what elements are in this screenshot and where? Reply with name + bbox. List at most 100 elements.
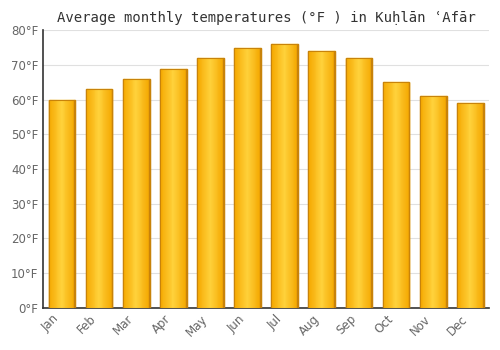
Bar bbox=[258, 48, 259, 308]
Bar bbox=[365, 58, 366, 308]
Bar bbox=[468, 103, 469, 308]
Bar bbox=[445, 96, 446, 308]
Bar bbox=[316, 51, 318, 308]
Bar bbox=[312, 51, 313, 308]
Bar bbox=[280, 44, 281, 308]
Bar bbox=[320, 51, 321, 308]
Bar bbox=[404, 82, 405, 308]
Bar bbox=[86, 89, 88, 308]
Bar bbox=[48, 100, 50, 308]
Bar bbox=[207, 58, 208, 308]
Bar bbox=[248, 48, 250, 308]
Bar bbox=[210, 58, 212, 308]
Bar bbox=[362, 58, 364, 308]
Bar bbox=[182, 69, 183, 308]
Bar bbox=[437, 96, 438, 308]
Bar bbox=[58, 100, 59, 308]
Bar bbox=[204, 58, 205, 308]
Bar bbox=[327, 51, 328, 308]
Bar bbox=[346, 58, 372, 308]
Bar bbox=[212, 58, 213, 308]
Bar bbox=[473, 103, 474, 308]
Bar bbox=[123, 79, 150, 308]
Bar bbox=[101, 89, 102, 308]
Bar bbox=[72, 100, 74, 308]
Bar bbox=[170, 69, 172, 308]
Bar bbox=[349, 58, 350, 308]
Bar bbox=[202, 58, 203, 308]
Bar bbox=[55, 100, 56, 308]
Bar bbox=[92, 89, 93, 308]
Bar bbox=[430, 96, 432, 308]
Bar bbox=[62, 100, 63, 308]
Bar bbox=[291, 44, 292, 308]
Bar bbox=[110, 89, 112, 308]
Bar bbox=[147, 79, 148, 308]
Bar bbox=[352, 58, 354, 308]
Bar bbox=[246, 48, 248, 308]
Bar bbox=[140, 79, 141, 308]
Bar bbox=[54, 100, 55, 308]
Bar bbox=[434, 96, 435, 308]
Bar bbox=[332, 51, 334, 308]
Bar bbox=[70, 100, 71, 308]
Bar bbox=[322, 51, 324, 308]
Bar bbox=[183, 69, 184, 308]
Bar bbox=[467, 103, 468, 308]
Bar bbox=[308, 51, 335, 308]
Bar bbox=[397, 82, 398, 308]
Bar bbox=[438, 96, 440, 308]
Bar bbox=[63, 100, 64, 308]
Bar bbox=[466, 103, 467, 308]
Bar bbox=[138, 79, 139, 308]
Bar bbox=[61, 100, 62, 308]
Bar bbox=[370, 58, 372, 308]
Bar bbox=[256, 48, 258, 308]
Bar bbox=[167, 69, 168, 308]
Bar bbox=[86, 89, 112, 308]
Bar bbox=[366, 58, 367, 308]
Bar bbox=[66, 100, 68, 308]
Bar bbox=[296, 44, 297, 308]
Bar bbox=[443, 96, 444, 308]
Bar bbox=[174, 69, 175, 308]
Bar bbox=[136, 79, 137, 308]
Bar bbox=[206, 58, 207, 308]
Bar bbox=[51, 100, 52, 308]
Bar bbox=[465, 103, 466, 308]
Bar bbox=[406, 82, 407, 308]
Bar bbox=[124, 79, 126, 308]
Bar bbox=[297, 44, 298, 308]
Bar bbox=[178, 69, 180, 308]
Bar bbox=[308, 51, 310, 308]
Bar bbox=[435, 96, 436, 308]
Bar bbox=[160, 69, 161, 308]
Bar bbox=[398, 82, 400, 308]
Bar bbox=[436, 96, 437, 308]
Bar bbox=[59, 100, 60, 308]
Bar bbox=[290, 44, 291, 308]
Bar bbox=[234, 48, 261, 308]
Bar bbox=[94, 89, 96, 308]
Bar bbox=[245, 48, 246, 308]
Bar bbox=[408, 82, 410, 308]
Bar bbox=[395, 82, 396, 308]
Bar bbox=[457, 103, 458, 308]
Bar bbox=[321, 51, 322, 308]
Bar bbox=[218, 58, 220, 308]
Bar bbox=[329, 51, 330, 308]
Bar bbox=[358, 58, 359, 308]
Bar bbox=[220, 58, 221, 308]
Bar bbox=[422, 96, 424, 308]
Bar bbox=[142, 79, 144, 308]
Bar bbox=[253, 48, 254, 308]
Bar bbox=[330, 51, 332, 308]
Bar bbox=[137, 79, 138, 308]
Bar bbox=[139, 79, 140, 308]
Bar bbox=[89, 89, 90, 308]
Bar bbox=[48, 100, 76, 308]
Bar bbox=[242, 48, 243, 308]
Bar bbox=[284, 44, 286, 308]
Bar bbox=[93, 89, 94, 308]
Bar bbox=[480, 103, 481, 308]
